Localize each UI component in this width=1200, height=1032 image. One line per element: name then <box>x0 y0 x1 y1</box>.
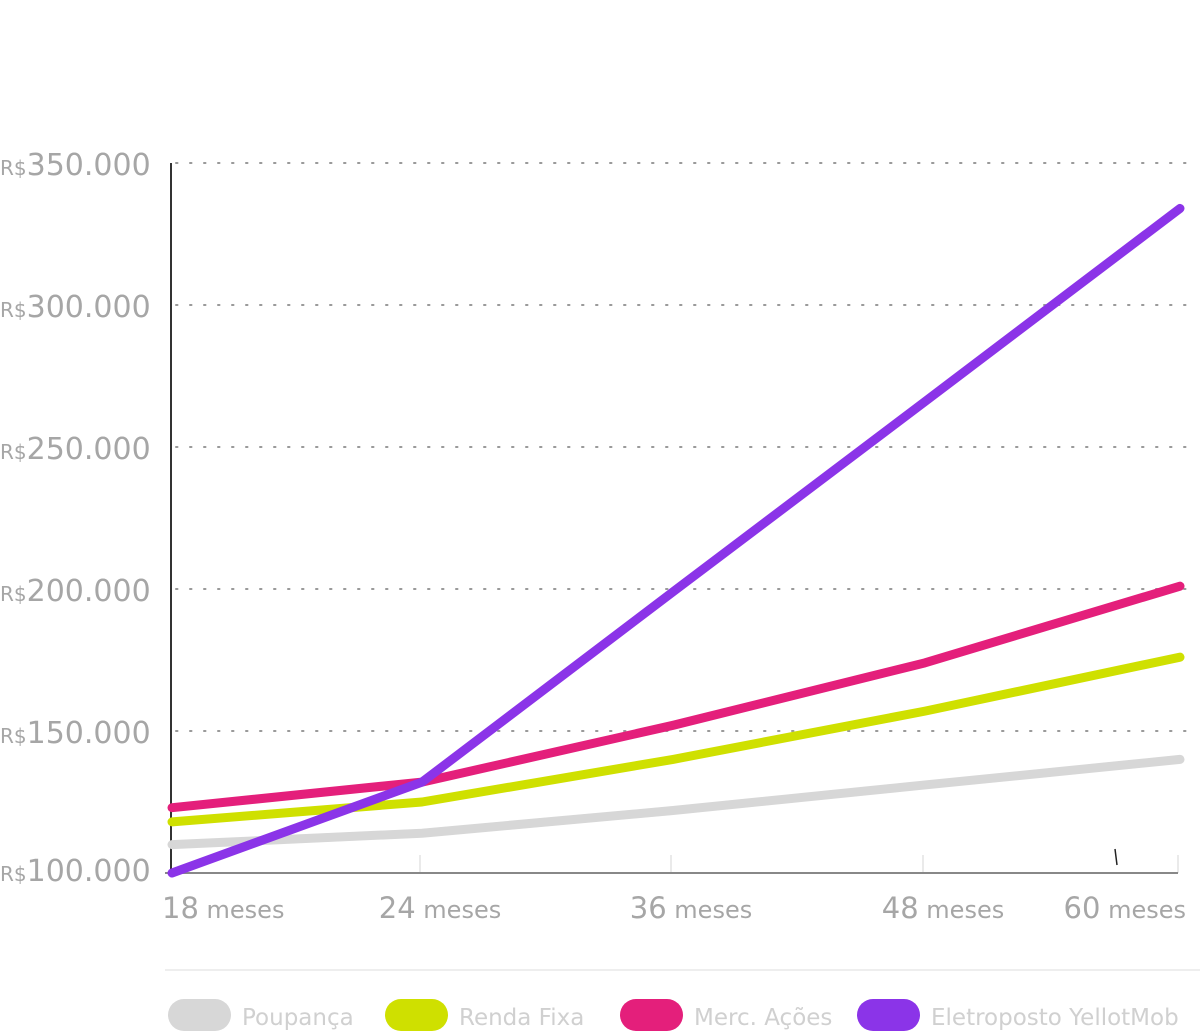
legend: Poupança Renda Fixa Merc. Ações Eletroposto… <box>168 999 1179 1031</box>
x-tick-label: 36 meses <box>630 891 752 925</box>
legend-swatch <box>385 999 448 1031</box>
x-tick-labels: 18 meses 24 meses 36 meses 48 meses 60 meses <box>162 891 1186 925</box>
x-tick-label: 18 meses <box>162 891 284 925</box>
x-tick-label: 48 meses <box>882 891 1004 925</box>
y-tick-labels: R$100.000 R$150.000 R$200.000 R$250.000 R$30… <box>0 148 151 889</box>
legend-swatch <box>168 999 231 1031</box>
legend-swatch <box>857 999 920 1031</box>
y-tick-label: R$350.000 <box>0 148 151 183</box>
y-tick-label: R$150.000 <box>0 716 151 751</box>
series-line-renda-fixa <box>167 652 1185 827</box>
series-lines <box>167 203 1185 878</box>
legend-label: Renda Fixa <box>459 1005 584 1031</box>
legend-label: Eletroposto YellotMob <box>931 1005 1179 1031</box>
x-tick-label: 24 meses <box>379 891 501 925</box>
x-ticks <box>419 855 1179 873</box>
y-tick-label: R$200.000 <box>0 574 151 609</box>
y-tick-label: R$300.000 <box>0 290 151 325</box>
series-line-eletroposto-yellotmob <box>167 203 1185 878</box>
stray-mark <box>1114 848 1118 866</box>
series-line-merc-a-es <box>167 581 1185 813</box>
x-tick-label: 60 meses <box>1064 891 1186 925</box>
legend-label: Merc. Ações <box>694 1005 832 1031</box>
y-tick-label: R$100.000 <box>0 854 151 889</box>
series-line-poupan-a <box>167 754 1185 850</box>
legend-swatch <box>620 999 683 1031</box>
y-tick-label: R$250.000 <box>0 432 151 467</box>
legend-label: Poupança <box>242 1005 354 1031</box>
grid-lines <box>175 162 1191 732</box>
